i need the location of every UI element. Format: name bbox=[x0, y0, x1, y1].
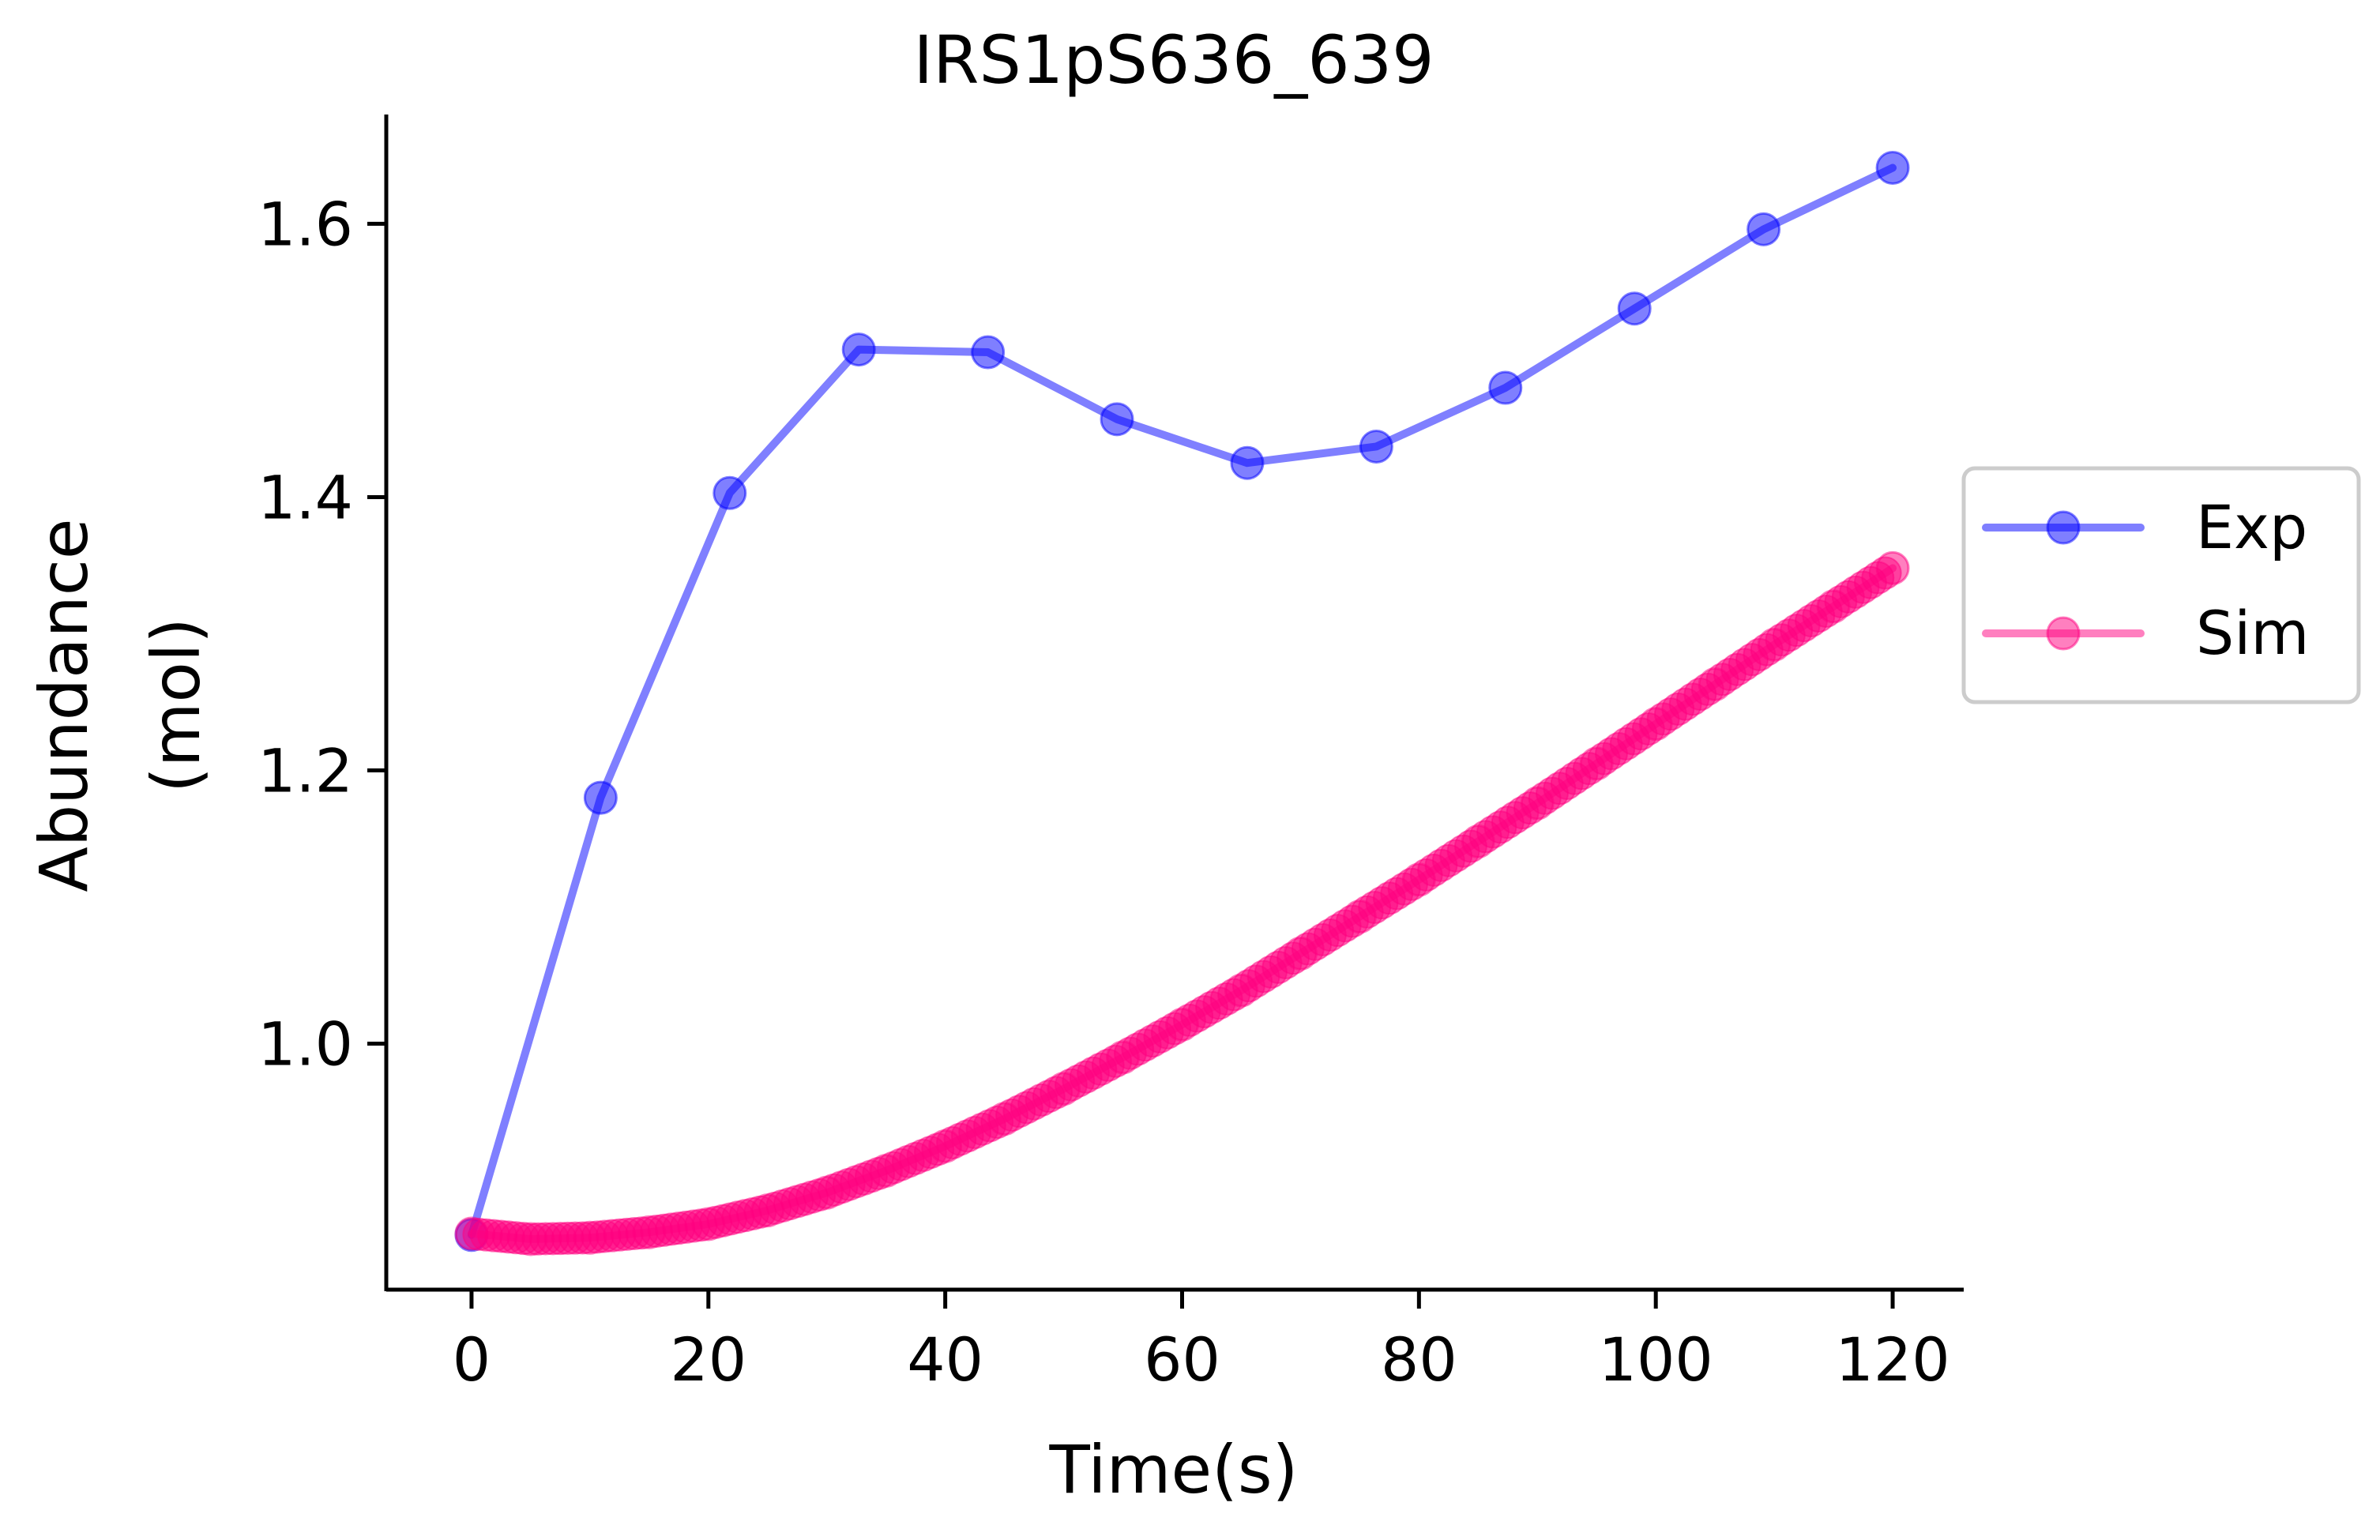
series-point-exp bbox=[971, 335, 1006, 370]
series-point-sim bbox=[1224, 973, 1258, 1008]
series-point-sim bbox=[750, 1193, 785, 1228]
series-point-sim bbox=[928, 1129, 963, 1163]
legend-entry-sim: Sim bbox=[1982, 598, 2309, 668]
legend-marker-sim bbox=[2046, 616, 2081, 651]
series-point-sim bbox=[454, 1216, 489, 1251]
series-layer bbox=[454, 150, 1910, 1256]
x-tick-label: 120 bbox=[1836, 1324, 1950, 1395]
series-point-exp bbox=[583, 780, 618, 815]
series-point-sim bbox=[691, 1207, 726, 1241]
series-line-exp bbox=[467, 163, 1897, 1239]
legend-marker-exp bbox=[2046, 510, 2081, 545]
legend: Exp Sim bbox=[1961, 466, 2361, 704]
series-point-sim bbox=[513, 1222, 548, 1256]
series-point-sim bbox=[1757, 627, 1792, 662]
series-point-exp bbox=[1617, 291, 1652, 326]
series-point-exp bbox=[841, 332, 876, 367]
series-point-exp bbox=[1100, 402, 1134, 437]
x-axis-ticks: 0 20 40 60 80 100 120 bbox=[453, 1290, 1950, 1395]
series-point-sim bbox=[1047, 1072, 1081, 1106]
x-tick-label: 100 bbox=[1599, 1324, 1713, 1395]
series-point-sim bbox=[869, 1153, 904, 1188]
series-point-exp bbox=[1230, 445, 1265, 480]
series-line-sim bbox=[467, 564, 1897, 1243]
series-point-exp bbox=[1746, 212, 1781, 246]
series-point-sim bbox=[1816, 589, 1851, 624]
series-point-exp bbox=[1875, 150, 1910, 185]
x-tick-label: 0 bbox=[453, 1324, 491, 1395]
y-axis-label-line-1: Abundance bbox=[25, 518, 103, 892]
series-point-sim bbox=[1164, 1007, 1199, 1042]
series-point-sim bbox=[1875, 550, 1910, 585]
series-point-sim bbox=[1698, 667, 1732, 702]
y-axis-label-line-2: (mol) bbox=[137, 618, 215, 793]
series-point-sim bbox=[987, 1102, 1022, 1136]
x-tick-label: 40 bbox=[907, 1324, 983, 1395]
series-point-exp bbox=[712, 475, 747, 510]
series-point-sim bbox=[1283, 936, 1318, 971]
series-point-sim bbox=[1579, 746, 1614, 781]
series-point-sim bbox=[1461, 824, 1495, 858]
y-tick-label: 1.4 bbox=[258, 462, 353, 532]
series-point-exp bbox=[1488, 370, 1523, 405]
plot-area: 0 20 40 60 80 100 120 1.0 1.2 1.4 1.6 bbox=[258, 115, 1964, 1395]
legend-label-sim: Sim bbox=[2196, 598, 2309, 668]
series-point-sim bbox=[1342, 900, 1377, 934]
series-point-sim bbox=[810, 1175, 844, 1210]
x-axis-label: Time(s) bbox=[1049, 1431, 1299, 1508]
y-tick-label: 1.6 bbox=[258, 189, 353, 259]
x-tick-label: 60 bbox=[1144, 1324, 1220, 1395]
legend-label-exp: Exp bbox=[2196, 492, 2307, 562]
x-tick-label: 20 bbox=[670, 1324, 746, 1395]
legend-entry-exp: Exp bbox=[1982, 492, 2307, 562]
series-point-sim bbox=[1520, 786, 1555, 821]
series-point-sim bbox=[573, 1220, 607, 1255]
series-point-sim bbox=[1638, 707, 1673, 742]
y-axis-label: Abundance (mol) bbox=[25, 518, 215, 892]
y-tick-label: 1.2 bbox=[258, 736, 353, 806]
series-point-exp bbox=[1359, 429, 1393, 464]
y-axis-ticks: 1.0 1.2 1.4 1.6 bbox=[258, 189, 386, 1080]
series-point-sim bbox=[1106, 1040, 1141, 1075]
y-tick-label: 1.0 bbox=[258, 1009, 353, 1080]
chart-title: IRS1pS636_639 bbox=[913, 21, 1434, 99]
series-point-sim bbox=[1401, 862, 1436, 897]
x-tick-label: 80 bbox=[1381, 1324, 1457, 1395]
series-point-sim bbox=[632, 1215, 667, 1249]
